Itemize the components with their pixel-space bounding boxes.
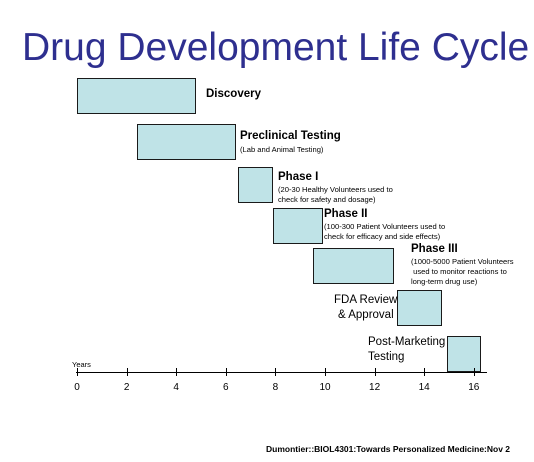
axis-tick-label: 4: [173, 382, 179, 393]
fda-review-label-line-2: & Approval: [338, 309, 394, 321]
post-marketing-label-line-2: Testing: [368, 351, 405, 363]
phase-3-label: Phase III: [411, 243, 458, 255]
discovery-label: Discovery: [206, 88, 261, 100]
phase-1-bar: [238, 167, 273, 203]
axis-label: Years: [72, 360, 91, 369]
discovery-bar: [77, 78, 197, 114]
axis-tick: [275, 368, 277, 376]
axis-tick-label: 8: [272, 382, 279, 393]
axis-tick-label: 2: [123, 382, 130, 393]
axis-tick: [325, 368, 326, 376]
axis-tick-label: 6: [223, 382, 229, 393]
phase-3-detail-line-3: long-term drug use): [411, 277, 478, 286]
preclinical-testing-bar: [136, 124, 236, 160]
axis-tick: [176, 368, 178, 376]
post-marketing-bar: [446, 336, 482, 372]
phase-2-detail-line-2: check for efficacy and side effects): [324, 232, 441, 241]
axis-tick-label: 12: [369, 382, 381, 393]
axis-tick-label: 14: [418, 382, 430, 393]
axis-tick-label: 16: [468, 382, 480, 393]
axis-tick: [424, 368, 426, 376]
axis-tick: [374, 368, 376, 376]
timeline-axis: [76, 372, 487, 373]
phase-3-detail-line-1: (1000-5000 Patient Volunteers: [411, 257, 514, 266]
phase-1-detail-line-1: (20-30 Healthy Volunteers used to: [278, 185, 393, 194]
phase-1-detail-line-2: check for safety and dosage): [278, 195, 376, 204]
phase-3-detail-line-2: used to monitor reactions to: [411, 267, 507, 276]
preclinical-testing-detail: (Lab and Animal Testing): [240, 145, 324, 154]
phase-3-bar: [312, 248, 395, 284]
axis-tick-label: 10: [319, 382, 331, 393]
phase-2-label: Phase II: [324, 208, 368, 220]
preclinical-testing-label: Preclinical Testing: [240, 130, 341, 142]
fda-review-label-line-1: FDA Review: [334, 294, 398, 306]
post-marketing-label-line-1: Post-Marketing: [368, 336, 446, 348]
axis-tick-label: 0: [74, 382, 80, 393]
phase-2-bar: [272, 208, 323, 244]
phase-2-detail-line-1: (100-300 Patient Volunteers used to: [324, 222, 446, 231]
axis-tick: [126, 368, 128, 376]
fda-review-bar: [396, 290, 442, 326]
axis-tick: [225, 368, 227, 376]
axis-tick: [473, 368, 475, 376]
footer-credit: Dumontier::BIOL4301:Towards Personalized…: [266, 444, 511, 454]
page-title: Drug Development Life Cycle: [22, 26, 530, 69]
phase-1-label: Phase I: [278, 171, 319, 183]
axis-tick: [77, 368, 78, 376]
